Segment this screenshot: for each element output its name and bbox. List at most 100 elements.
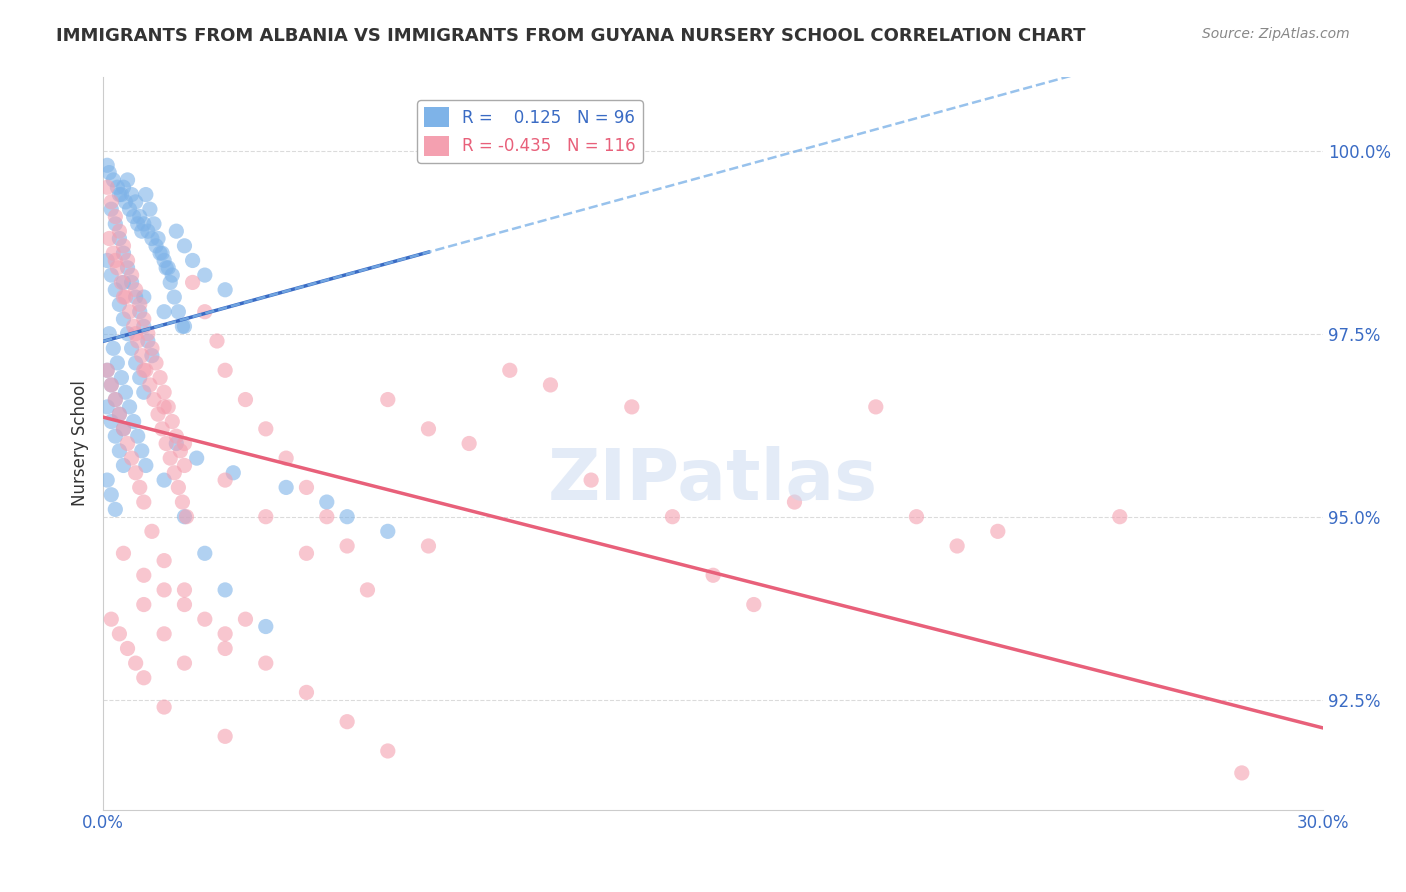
Immigrants from Guyana	[905, 509, 928, 524]
Immigrants from Albania	[121, 341, 143, 355]
Immigrants from Albania	[112, 422, 135, 436]
Immigrants from Albania	[100, 378, 122, 392]
Immigrants from Albania	[117, 326, 139, 341]
Immigrants from Albania	[96, 158, 118, 172]
Immigrants from Guyana	[122, 319, 145, 334]
Immigrants from Guyana	[205, 334, 228, 348]
Immigrants from Guyana	[165, 429, 187, 443]
Immigrants from Guyana	[377, 744, 399, 758]
Immigrants from Albania	[186, 451, 208, 466]
Immigrants from Albania	[96, 363, 118, 377]
Immigrants from Albania	[132, 217, 155, 231]
Immigrants from Guyana	[661, 509, 683, 524]
Immigrants from Guyana	[162, 415, 184, 429]
Immigrants from Albania	[108, 231, 131, 245]
Immigrants from Guyana	[153, 554, 176, 568]
Immigrants from Albania	[96, 253, 118, 268]
Immigrants from Guyana	[276, 451, 298, 466]
Immigrants from Guyana	[153, 700, 176, 714]
Immigrants from Albania	[96, 400, 118, 414]
Immigrants from Guyana	[136, 326, 159, 341]
Immigrants from Guyana	[132, 598, 155, 612]
Immigrants from Albania	[181, 253, 204, 268]
Immigrants from Guyana	[143, 392, 166, 407]
Immigrants from Guyana	[121, 268, 143, 282]
Immigrants from Guyana	[135, 363, 157, 377]
Immigrants from Guyana	[141, 524, 163, 539]
Immigrants from Guyana	[167, 480, 190, 494]
Immigrants from Guyana	[96, 180, 118, 194]
Immigrants from Albania	[155, 260, 177, 275]
Immigrants from Guyana	[105, 260, 128, 275]
Immigrants from Albania	[121, 187, 143, 202]
Immigrants from Albania	[112, 246, 135, 260]
Immigrants from Albania	[162, 268, 184, 282]
Immigrants from Albania	[100, 202, 122, 217]
Immigrants from Albania	[105, 180, 128, 194]
Immigrants from Guyana	[112, 422, 135, 436]
Immigrants from Albania	[108, 407, 131, 421]
Immigrants from Albania	[127, 217, 149, 231]
Immigrants from Albania	[146, 231, 169, 245]
Immigrants from Albania	[377, 524, 399, 539]
Text: ZIPatlas: ZIPatlas	[548, 446, 879, 515]
Immigrants from Guyana	[110, 276, 132, 290]
Immigrants from Guyana	[702, 568, 724, 582]
Immigrants from Albania	[122, 415, 145, 429]
Immigrants from Guyana	[1108, 509, 1130, 524]
Immigrants from Albania	[276, 480, 298, 494]
Immigrants from Guyana	[159, 451, 181, 466]
Immigrants from Albania	[104, 502, 127, 516]
Immigrants from Albania	[105, 356, 128, 370]
Immigrants from Guyana	[214, 363, 236, 377]
Immigrants from Guyana	[132, 363, 155, 377]
Legend: R =    0.125   N = 96, R = -0.435   N = 116: R = 0.125 N = 96, R = -0.435 N = 116	[418, 101, 643, 162]
Immigrants from Albania	[108, 443, 131, 458]
Immigrants from Albania	[136, 224, 159, 238]
Immigrants from Guyana	[124, 326, 146, 341]
Immigrants from Guyana	[987, 524, 1010, 539]
Immigrants from Albania	[98, 326, 121, 341]
Immigrants from Albania	[153, 304, 176, 318]
Immigrants from Guyana	[418, 539, 440, 553]
Immigrants from Albania	[165, 224, 187, 238]
Immigrants from Albania	[104, 392, 127, 407]
Immigrants from Albania	[194, 268, 217, 282]
Immigrants from Albania	[128, 370, 150, 384]
Immigrants from Albania	[104, 283, 127, 297]
Immigrants from Albania	[124, 194, 146, 209]
Text: Source: ZipAtlas.com: Source: ZipAtlas.com	[1202, 27, 1350, 41]
Immigrants from Guyana	[418, 422, 440, 436]
Immigrants from Guyana	[141, 341, 163, 355]
Immigrants from Guyana	[214, 473, 236, 487]
Immigrants from Albania	[254, 619, 277, 633]
Immigrants from Guyana	[157, 400, 180, 414]
Immigrants from Albania	[114, 194, 136, 209]
Immigrants from Guyana	[176, 509, 198, 524]
Immigrants from Guyana	[783, 495, 806, 509]
Y-axis label: Nursery School: Nursery School	[72, 381, 89, 507]
Immigrants from Guyana	[128, 297, 150, 311]
Immigrants from Guyana	[356, 582, 378, 597]
Immigrants from Albania	[103, 173, 125, 187]
Immigrants from Albania	[173, 239, 195, 253]
Immigrants from Albania	[112, 276, 135, 290]
Immigrants from Guyana	[104, 392, 127, 407]
Immigrants from Guyana	[150, 422, 173, 436]
Immigrants from Albania	[135, 458, 157, 473]
Immigrants from Albania	[110, 187, 132, 202]
Immigrants from Albania	[127, 429, 149, 443]
Immigrants from Guyana	[132, 671, 155, 685]
Immigrants from Guyana	[163, 466, 186, 480]
Immigrants from Guyana	[295, 480, 318, 494]
Immigrants from Guyana	[108, 224, 131, 238]
Immigrants from Guyana	[173, 582, 195, 597]
Immigrants from Albania	[104, 217, 127, 231]
Immigrants from Albania	[163, 290, 186, 304]
Immigrants from Albania	[214, 582, 236, 597]
Immigrants from Guyana	[336, 714, 359, 729]
Immigrants from Albania	[112, 458, 135, 473]
Immigrants from Guyana	[146, 407, 169, 421]
Immigrants from Guyana	[458, 436, 481, 450]
Immigrants from Guyana	[153, 627, 176, 641]
